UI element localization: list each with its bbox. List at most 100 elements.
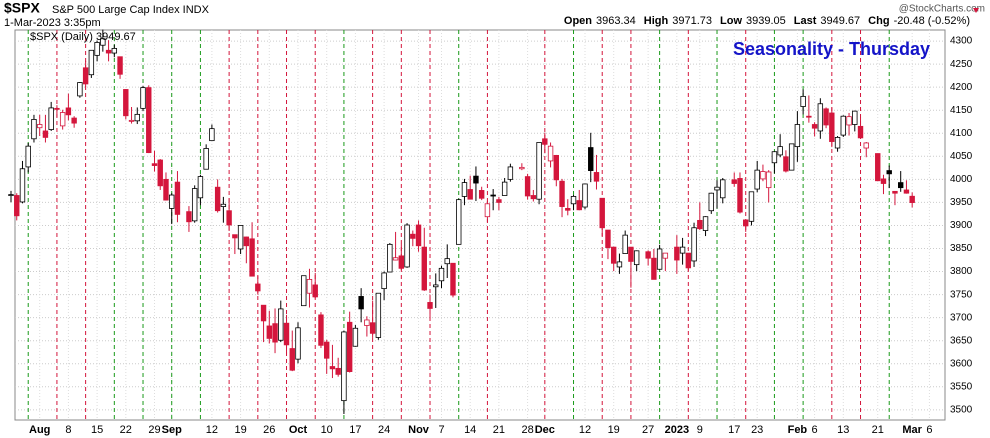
x-tick-label: 26 [263,424,275,436]
candle-body [656,248,663,270]
candle-body [232,234,238,239]
x-tick-label: 9 [697,424,703,436]
candle-body [364,319,370,326]
y-tick-label: 3750 [950,289,973,300]
x-tick-label: 17 [728,424,740,436]
y-tick-label: 4100 [950,128,973,139]
change-arrow [973,8,979,13]
candle-body [507,166,514,180]
candle-body [691,227,697,262]
watermark: @StockCharts.com [899,4,985,15]
candle-body [111,48,118,54]
candle-body [117,56,123,75]
candle-body [31,119,37,140]
candle-body [892,190,898,194]
candle-body [536,142,542,200]
candle-body [622,234,628,254]
y-tick-label: 3800 [950,266,973,277]
chart-title: $SPX [4,0,40,16]
candle-body [335,367,341,375]
x-tick-label: 2023 [665,424,689,436]
candle-body [415,224,422,247]
candle-body [352,327,359,347]
candle-body [524,176,531,197]
candle-body [834,137,841,149]
x-tick-label: Sep [162,424,182,436]
candle-body [823,108,829,126]
quote-label: High [644,15,669,27]
candle-body [48,107,54,130]
x-tick-label: 10 [321,424,333,436]
y-tick-label: 4000 [950,174,973,185]
candle-body [737,178,743,213]
x-tick-label: 29 [148,424,160,436]
quote-label: Last [794,15,817,27]
candle-body [438,267,445,282]
candle-body [191,188,198,222]
candle-body [450,262,456,296]
candle-body [456,199,462,245]
candle-body [588,147,594,172]
candle-body [576,200,582,211]
y-tick-label: 4050 [950,151,973,162]
candle-body [134,113,140,122]
candle-body [875,153,881,182]
candle-body [760,171,766,180]
x-tick-label: 19 [608,424,620,436]
candle-body [829,112,835,142]
candle-body [616,261,623,268]
candle-body [777,146,783,156]
candle-body [765,171,772,189]
quote-label: Low [720,15,742,27]
x-tick-label: Nov [408,424,430,436]
candle-body [662,252,669,259]
chart-subtitle: S&P 500 Large Cap Index INDX [52,4,210,16]
candle-body [570,196,577,205]
candle-body [323,341,330,359]
candle-body [243,236,250,247]
y-tick-label: 3500 [950,404,973,415]
candle-body [71,117,77,124]
candle-body [128,119,135,122]
x-tick-label: Oct [289,424,308,436]
candle-body [840,115,846,136]
candle-body [806,115,812,118]
quote-value: 3949.67 [820,15,860,27]
candle-body [433,284,439,288]
x-tick-label: Aug [29,424,50,436]
candle-body [857,125,864,139]
candle-body [714,186,720,191]
candle-body [461,182,468,197]
x-tick-label: 19 [234,424,246,436]
candle-body [226,210,232,226]
y-tick-label: 4250 [950,59,973,70]
candle-body [708,192,714,212]
quote-label: Open [564,15,592,27]
legend: $SPX (Daily) 3949.67 [30,31,136,43]
candle-body [846,116,852,126]
candle-body [771,151,778,164]
candle-body [743,219,749,227]
candle-body [628,246,634,262]
candle-body [593,172,600,182]
candle-body [605,229,611,248]
y-tick-label: 4300 [950,36,973,47]
candle-body [404,224,410,268]
x-tick-label: 13 [837,424,849,436]
candle-body [318,314,324,346]
candle-body [903,189,910,194]
x-tick-label: 28 [521,424,533,436]
candle-body [8,194,14,196]
x-tick-label: 8 [65,424,71,436]
x-tick-label: 6 [926,424,932,436]
y-tick-label: 3950 [950,197,973,208]
candle-body [421,246,427,291]
candle-body [283,322,290,346]
candle-body [783,156,789,172]
candle-body [369,322,376,334]
x-tick-label: 15 [91,424,103,436]
candle-body [697,219,703,230]
candle-body [65,107,72,116]
candle-body [77,82,83,97]
y-tick-label: 4150 [950,105,973,116]
